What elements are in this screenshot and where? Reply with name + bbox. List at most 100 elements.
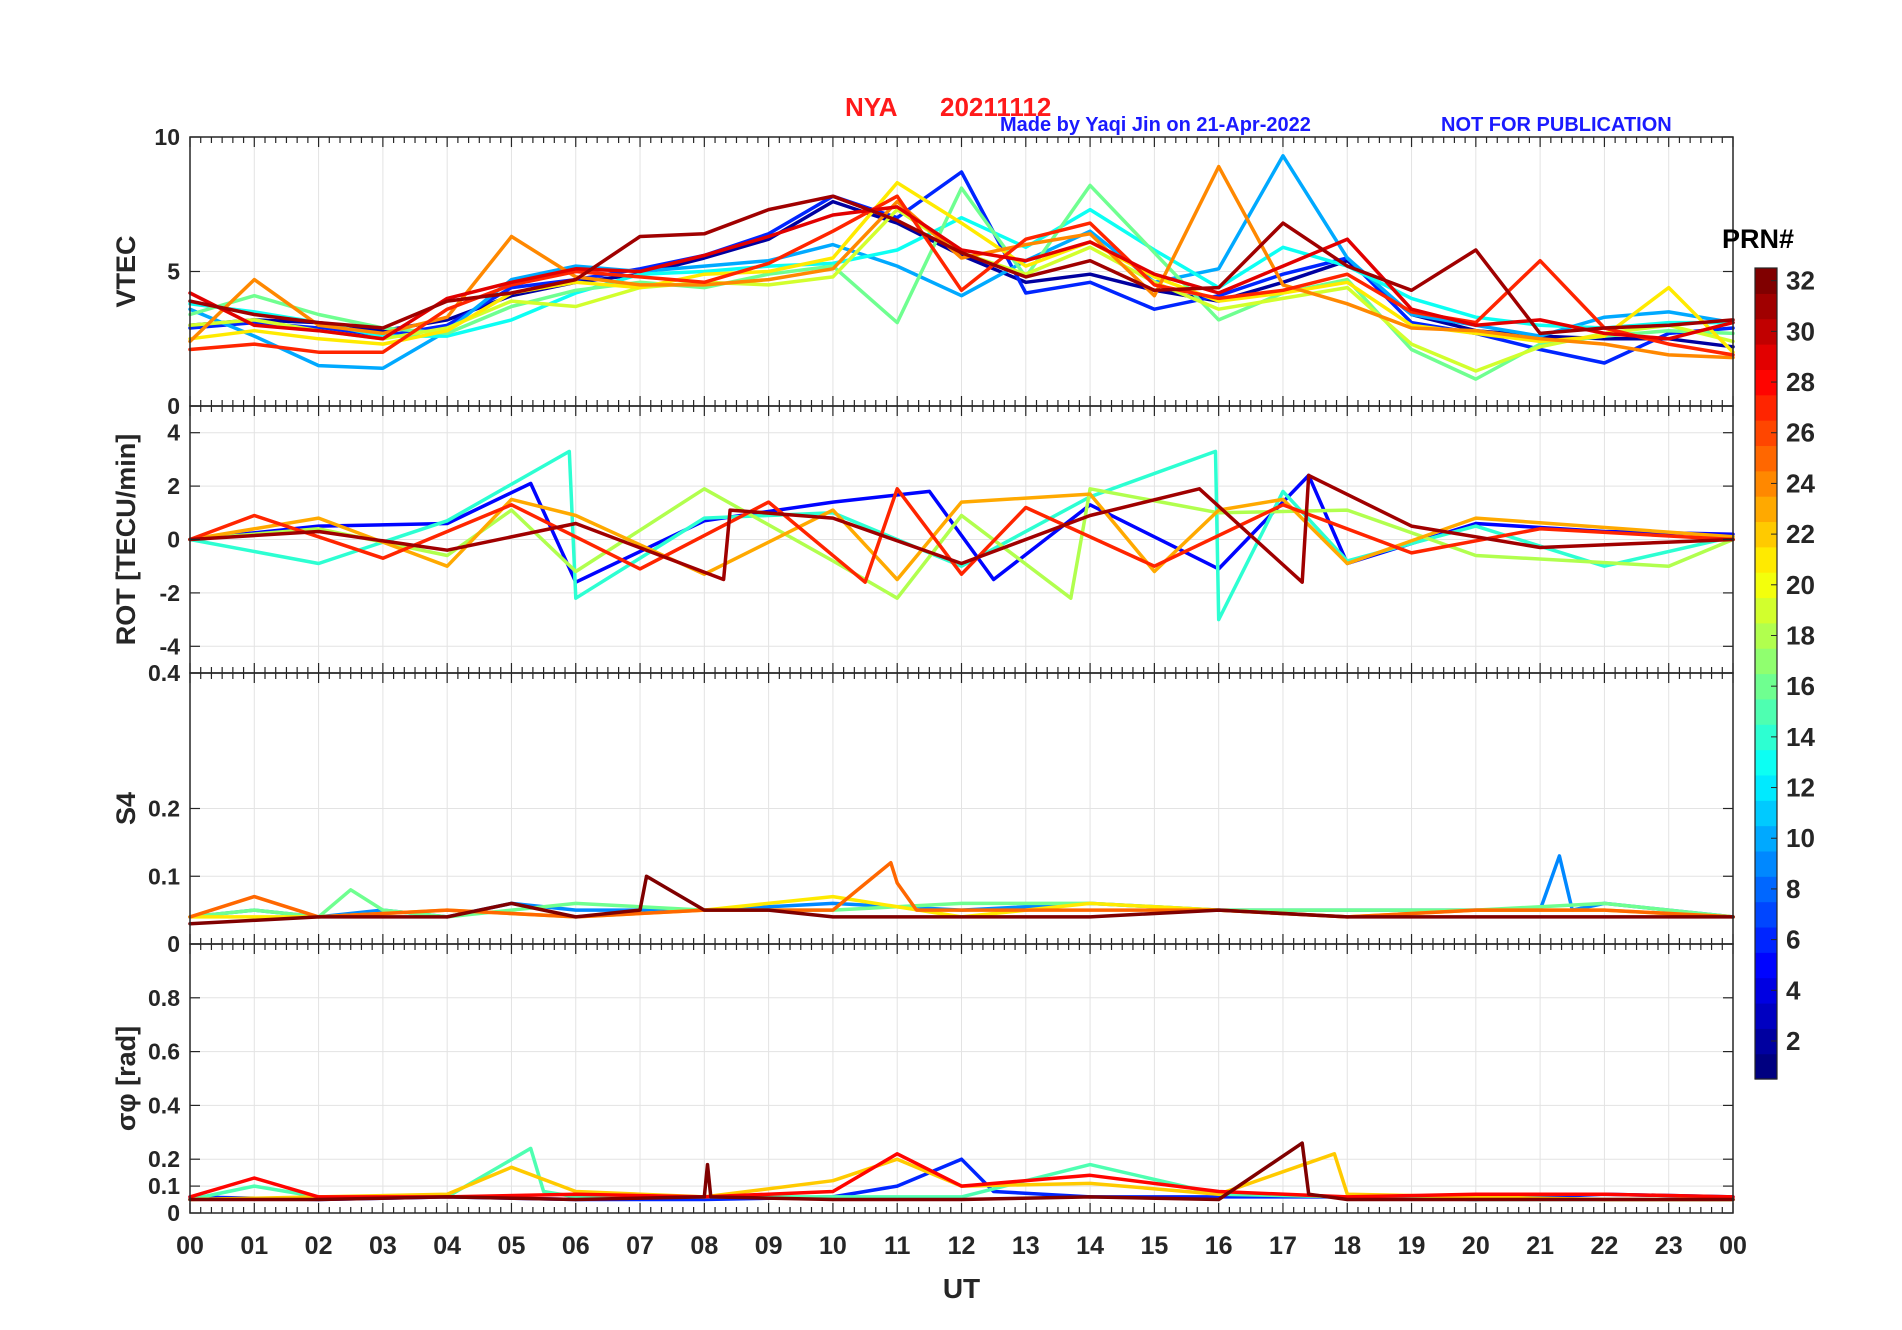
- colorbar-segment: [1755, 445, 1777, 472]
- x-tick-label: 08: [690, 1232, 718, 1260]
- credit-text: Made by Yaqi Jin on 21-Apr-2022: [1000, 114, 1311, 136]
- x-tick-label: 21: [1526, 1232, 1554, 1260]
- colorbar-segment: [1755, 876, 1777, 903]
- colorbar-segment: [1755, 1028, 1777, 1055]
- colorbar-tick-label: 16: [1786, 671, 1815, 701]
- colorbar-tick-label: 18: [1786, 620, 1815, 650]
- colorbar-segment: [1755, 318, 1777, 345]
- y-tick-label: 5: [167, 259, 180, 285]
- colorbar-segment: [1755, 673, 1777, 700]
- series-line-prn-23: [188, 492, 1735, 582]
- colorbar-segment: [1755, 597, 1777, 624]
- colorbar-segment: [1755, 901, 1777, 928]
- series-line-prn-21: [188, 180, 1735, 354]
- colorbar-tick-label: 4: [1786, 975, 1801, 1005]
- y-tick-label: 4: [167, 420, 180, 446]
- x-tick-label: 15: [1140, 1232, 1168, 1260]
- series-line-prn-14: [188, 449, 1735, 622]
- panel-vtec: 0 5 10 VTEC: [111, 124, 1735, 419]
- colorbar-tick-label: 2: [1786, 1026, 1800, 1056]
- series-line-prn-32: [188, 874, 1735, 926]
- x-tick-label: 09: [755, 1232, 783, 1260]
- colorbar-tick-label: 14: [1786, 722, 1815, 752]
- y-tick-label: 0.4: [148, 660, 180, 686]
- colorbar-segment: [1755, 622, 1777, 649]
- x-tick-label: 11: [884, 1232, 911, 1260]
- colorbar-segment: [1755, 394, 1777, 421]
- colorbar-segment: [1755, 977, 1777, 1004]
- series-line-prn-31: [188, 473, 1735, 584]
- x-tick-labels: 00 01 02 03 04 05 06 07 08 09 10 11 12 13 14 15 16 17 18 19…: [176, 1232, 1747, 1260]
- y-axis-label: VTEC: [111, 235, 141, 307]
- colorbar-segment: [1755, 420, 1777, 447]
- colorbar-segment: [1755, 1053, 1777, 1080]
- colorbar-segment: [1755, 724, 1777, 751]
- y-tick-label: 10: [154, 124, 180, 150]
- colorbar-tick-label: 32: [1786, 266, 1815, 296]
- series-line-prn-32: [188, 1141, 1735, 1202]
- y-tick-label: 0.6: [148, 1039, 180, 1065]
- x-tick-label: 00: [1719, 1232, 1747, 1260]
- x-tick-label: 01: [240, 1232, 268, 1260]
- x-tick-label: 20: [1462, 1232, 1490, 1260]
- colorbar-title: PRN#: [1722, 224, 1794, 254]
- colorbar-frame: [1754, 267, 1778, 1080]
- y-tick-label: -2: [160, 580, 180, 606]
- colorbar-segment: [1755, 546, 1777, 573]
- y-tick-label: 0: [167, 527, 180, 553]
- y-tick-label: 0.2: [148, 1146, 180, 1172]
- panel-s4: 0 0.1 0.2 0.4 S4: [111, 660, 1735, 957]
- colorbar-tick-label: 10: [1786, 823, 1815, 853]
- date-title: 20211112: [940, 92, 1052, 122]
- colorbar-segment: [1755, 850, 1777, 877]
- series-line-prn-27: [188, 194, 1735, 357]
- colorbar-segment: [1755, 268, 1777, 294]
- colorbar-segment: [1755, 749, 1777, 776]
- x-tick-label: 23: [1655, 1232, 1683, 1260]
- y-axis-label: S4: [111, 792, 141, 825]
- series-line-prn-31: [188, 194, 1735, 336]
- colorbar-tick-label: 8: [1786, 874, 1800, 904]
- colorbar-segment: [1755, 572, 1777, 599]
- y-axis-label: ROT [TECU/min]: [111, 434, 141, 645]
- y-tick-label: 0.2: [148, 796, 180, 822]
- series-line-prn-29: [188, 205, 1735, 341]
- colorbar-tick-label: 28: [1786, 367, 1815, 397]
- colorbar-tick-label: 20: [1786, 570, 1815, 600]
- colorbar-segment: [1755, 293, 1777, 320]
- x-tick-label: 02: [305, 1232, 333, 1260]
- colorbar-segment: [1755, 496, 1777, 523]
- x-tick-label: 07: [626, 1232, 654, 1260]
- colorbar-tick-label: 30: [1786, 316, 1815, 346]
- x-tick-label: 18: [1333, 1232, 1361, 1260]
- colorbar-tick-label: 12: [1786, 773, 1815, 803]
- x-tick-label: 12: [948, 1232, 976, 1260]
- x-tick-label: 00: [176, 1232, 204, 1260]
- panel-sigma_phi: 00.10.2 0.4 0.6 0.8 σφ [rad]: [111, 943, 1735, 1226]
- y-tick-label: 0.1: [148, 1173, 180, 1199]
- colorbar-segment: [1755, 698, 1777, 725]
- y-tick-label: 0: [167, 1200, 180, 1226]
- x-tick-label: 14: [1076, 1232, 1104, 1260]
- colorbar-tick-label: 26: [1786, 418, 1815, 448]
- colorbar-segment: [1755, 1002, 1777, 1029]
- x-tick-label: 13: [1012, 1232, 1040, 1260]
- colorbar-segment: [1755, 952, 1777, 979]
- series-line-prn-16: [188, 183, 1735, 381]
- colorbar-segment: [1755, 774, 1777, 801]
- y-tick-label: 2: [167, 473, 180, 499]
- station-title: NYA: [845, 92, 898, 122]
- y-tick-label: 0.4: [148, 1092, 180, 1118]
- colorbar-tick-label: 6: [1786, 925, 1800, 955]
- x-tick-label: 22: [1591, 1232, 1619, 1260]
- x-tick-label: 04: [433, 1232, 461, 1260]
- series-line-prn-24: [188, 164, 1735, 360]
- x-tick-label: 19: [1398, 1232, 1426, 1260]
- x-tick-label: 10: [819, 1232, 847, 1260]
- colorbar-segment: [1755, 344, 1777, 370]
- x-tick-label: 16: [1205, 1232, 1233, 1260]
- colorbar-segment: [1755, 926, 1777, 953]
- x-tick-label: 05: [498, 1232, 526, 1260]
